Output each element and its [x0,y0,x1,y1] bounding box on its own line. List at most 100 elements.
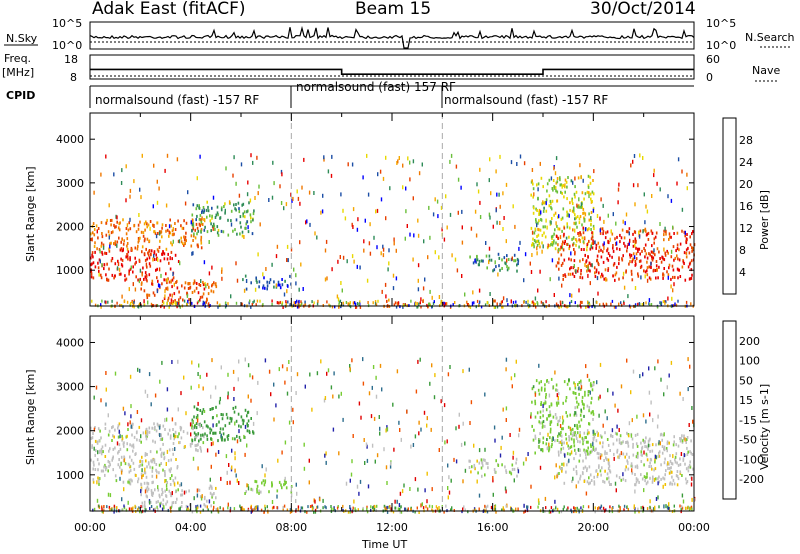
scatter-cell [93,233,96,237]
noise-cell [586,373,589,378]
scatter-cell [105,273,107,277]
noise-cell [409,487,411,491]
scatter-cell [516,474,518,478]
noise-cell [547,243,549,248]
ground-cell [563,505,565,509]
scatter-cell [158,471,160,475]
ground-cell [658,505,660,509]
noise-cell [363,239,365,244]
scatter-cell [220,208,223,212]
ground-cell [110,508,113,512]
noise-cell [440,399,442,404]
scatter-cell [572,467,575,471]
scatter-cell [230,219,232,223]
ground-cell [656,305,659,309]
noise-cell [349,478,351,483]
noise-cell [233,155,235,160]
scatter-cell [654,460,656,464]
scatter-cell [580,379,582,383]
scatter-cell [614,278,616,282]
scatter-cell [146,296,149,300]
ground-cell [689,507,692,510]
scatter-cell [505,262,507,266]
scatter-cell [614,237,616,241]
scatter-cell [537,196,539,200]
noise-cell [538,444,540,449]
ground-cell [250,506,252,510]
scatter-cell [128,481,131,485]
scatter-cell [575,452,577,456]
ground-cell [574,507,577,510]
ground-cell [370,505,372,509]
scatter-cell [653,468,655,472]
noise-cell [91,237,93,242]
scatter-cell [580,410,583,414]
noise-cell [479,200,481,205]
scatter-cell [579,205,581,209]
scatter-cell [107,469,109,473]
scatter-cell [668,441,670,445]
scatter-cell [533,239,536,242]
scatter-cell [639,266,642,269]
noise-cell [648,390,651,395]
noise-cell [503,216,505,220]
noise-cell [672,288,674,293]
scatter-cell [482,464,484,468]
scatter-cell [671,264,674,268]
ground-cell [285,302,287,305]
scatter-cell [131,422,133,426]
scatter-cell [180,436,183,440]
scatter-cell [95,224,98,228]
scatter-cell [563,232,565,236]
scatter-cell [114,225,116,229]
scatter-cell [98,477,101,481]
scatter-cell [159,438,162,441]
scatter-cell [554,211,557,215]
ground-cell [111,299,113,303]
noise-cell [502,407,504,412]
ground-cell [154,507,156,511]
ground-cell [594,506,596,510]
scatter-cell [473,463,476,467]
scatter-cell [690,439,692,443]
scatter-cell [589,450,592,454]
noise-cell [327,169,330,174]
scatter-cell [130,458,133,462]
scatter-cell [584,393,586,397]
time-tick-label: 04:00 [175,521,207,534]
ground-cell [484,303,487,307]
scatter-cell [165,278,167,282]
scatter-cell [542,209,545,213]
scatter-cell [670,277,672,281]
scatter-cell [198,217,201,221]
noise-cell [140,434,142,439]
scatter-cell [590,401,592,405]
ground-cell [588,305,590,309]
noise-cell [461,274,463,278]
scatter-cell [551,439,553,443]
noise-cell [536,251,538,256]
scatter-cell [138,438,141,442]
noise-cell [657,359,659,364]
noise-cell [544,496,547,501]
noise-cell [634,243,636,248]
ground-cell [618,504,620,508]
scatter-cell [211,206,213,210]
noise-cell [140,418,143,423]
scatter-cell [109,463,111,467]
scatter-cell [141,245,144,249]
scatter-cell [556,403,558,407]
noise-cell [200,279,202,283]
scatter-cell [120,257,122,261]
scatter-cell [574,195,576,199]
noise-cell [665,504,667,509]
scatter-cell [108,249,111,253]
scatter-cell [241,230,244,234]
noise-cell [320,210,322,215]
scatter-cell [177,239,180,243]
noise-cell [552,436,554,441]
noise-cell [479,215,482,219]
scatter-cell [571,427,574,431]
noise-cell [420,503,422,508]
scatter-cell [667,251,669,255]
